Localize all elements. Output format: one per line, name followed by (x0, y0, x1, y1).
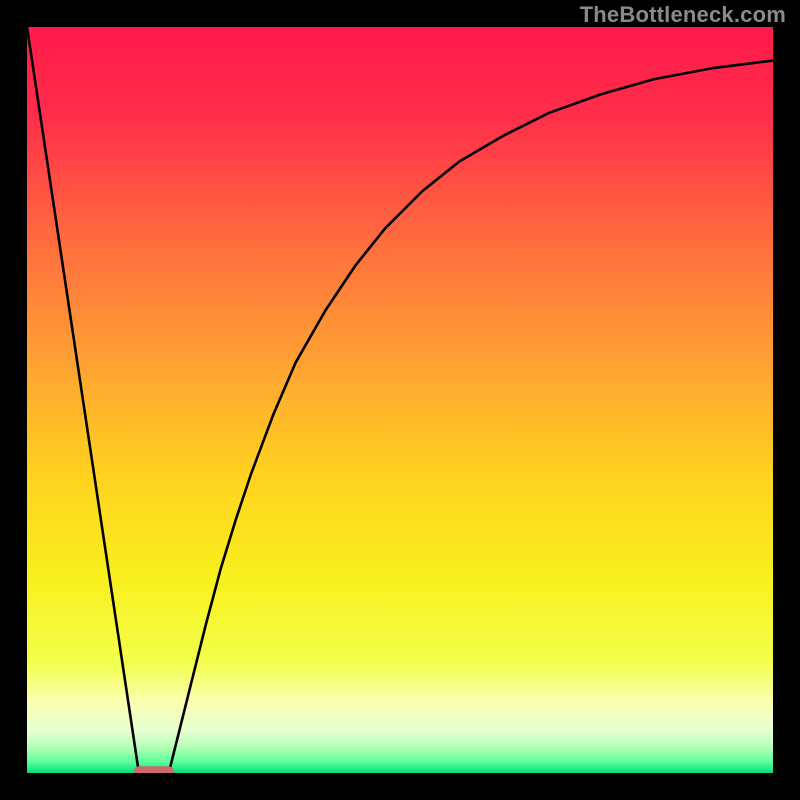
plot-area (27, 27, 773, 773)
watermark-text: TheBottleneck.com (580, 2, 786, 28)
plot-svg (27, 27, 773, 773)
chart-container: TheBottleneck.com (0, 0, 800, 800)
gradient-background (27, 27, 773, 773)
bottleneck-marker (133, 766, 174, 773)
